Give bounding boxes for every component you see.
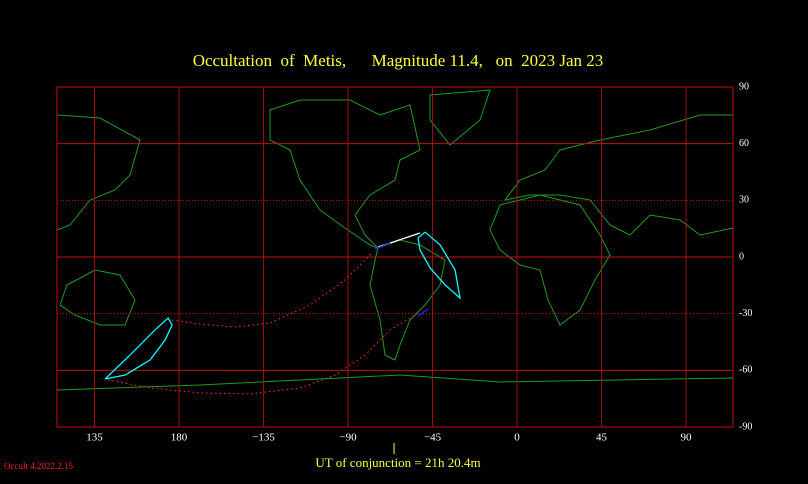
coastline <box>489 194 611 326</box>
footer: UT of conjunction = 21h 20.4m <box>315 455 480 470</box>
path-line <box>104 316 173 380</box>
coastline <box>429 89 491 146</box>
path-line <box>172 252 373 328</box>
path-line <box>417 231 461 300</box>
y-tick-label: 60 <box>739 138 749 149</box>
x-tick-label: 135 <box>86 432 103 444</box>
coastline <box>56 114 141 231</box>
y-tick-label: -60 <box>739 365 752 376</box>
x-tick-label: −135 <box>252 432 275 444</box>
coastline <box>504 114 734 236</box>
x-tick-label: 45 <box>596 432 608 444</box>
x-tick-label: 0 <box>514 432 520 444</box>
path-line <box>417 308 429 317</box>
coastline <box>59 269 136 326</box>
coastline <box>56 374 734 391</box>
x-tick-label: −90 <box>339 432 357 444</box>
x-tick-label: 180 <box>171 432 188 444</box>
path-line <box>374 242 391 250</box>
y-tick-label: -30 <box>739 308 752 319</box>
y-tick-label: -90 <box>739 421 752 432</box>
y-tick-label: 30 <box>739 195 749 206</box>
coastlines <box>56 89 734 391</box>
coastline <box>269 99 421 249</box>
chart-title: Occultation of Metis, Magnitude 11.4, on… <box>193 51 604 70</box>
y-tick-label: 90 <box>739 81 749 92</box>
y-tick-label: 0 <box>739 251 744 262</box>
path-line <box>107 311 421 395</box>
x-tick-label: 90 <box>681 432 693 444</box>
coastline <box>369 239 446 361</box>
x-tick-label: −45 <box>424 432 442 444</box>
version: Occult 4.2022.2.15 <box>4 461 73 471</box>
